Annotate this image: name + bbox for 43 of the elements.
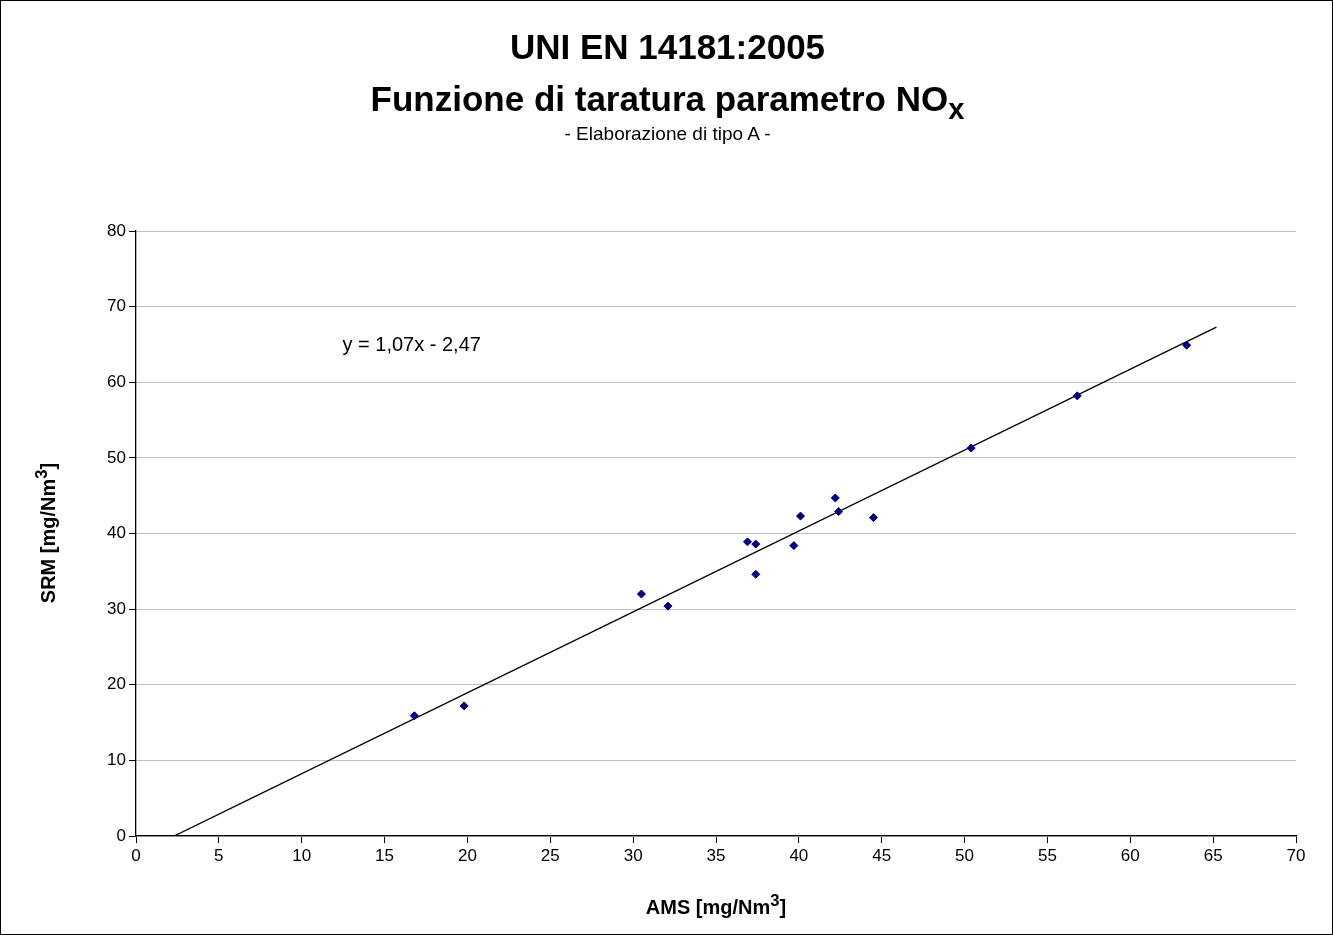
- point: [796, 511, 806, 521]
- x-tick-label: 70: [1286, 845, 1306, 865]
- point: [966, 443, 976, 453]
- x-tick-label: 10: [292, 845, 312, 865]
- point: [459, 701, 469, 711]
- y-tick-label: 10: [107, 750, 126, 770]
- x-tick-label: 25: [540, 845, 560, 865]
- chart-title: UNI EN 14181:2005 Funzione di taratura parametro NO$_{x}$: [369, 26, 966, 125]
- y-tick-label: 70: [107, 296, 126, 316]
- point: [751, 569, 761, 579]
- y-tick-label: 60: [107, 371, 126, 391]
- x-tick-label: 5: [214, 845, 224, 865]
- y-tick-label: 0: [116, 825, 126, 845]
- x-tick-label: 15: [375, 845, 395, 865]
- point: [830, 493, 840, 503]
- point: [868, 513, 878, 523]
- point: [663, 601, 673, 611]
- annotation: y = 1,07x - 2,47: [342, 333, 481, 356]
- point: [409, 711, 419, 721]
- x-tick-label: 45: [872, 845, 892, 865]
- x-tick-label: 35: [706, 845, 726, 865]
- y-tick-label: 30: [107, 598, 126, 618]
- x-tick-label: 30: [623, 845, 643, 865]
- point: [636, 589, 646, 599]
- chart-subtitle: - Elaborazione di tipo A -: [564, 123, 771, 144]
- x-tick-label: 0: [131, 845, 141, 865]
- x-axis-title: AMS [mg/Nm$^{3}$]: [644, 891, 788, 919]
- point: [1072, 391, 1082, 401]
- point: [751, 539, 761, 549]
- point: [742, 537, 752, 547]
- point: [1182, 340, 1192, 350]
- y-tick-label: 80: [107, 220, 126, 240]
- point: [789, 541, 799, 551]
- x-tick-label: 60: [1120, 845, 1140, 865]
- y-tick-label: 40: [107, 523, 126, 543]
- y-tick-label: 50: [107, 447, 126, 467]
- x-tick-label: 50: [955, 845, 975, 865]
- y-tick-label: 20: [107, 674, 126, 694]
- x-tick-label: 20: [457, 845, 477, 865]
- point: [834, 507, 844, 517]
- x-tick-label: 40: [789, 845, 809, 865]
- x-tick-label: 65: [1203, 845, 1223, 865]
- x-tick-label: 55: [1037, 845, 1057, 865]
